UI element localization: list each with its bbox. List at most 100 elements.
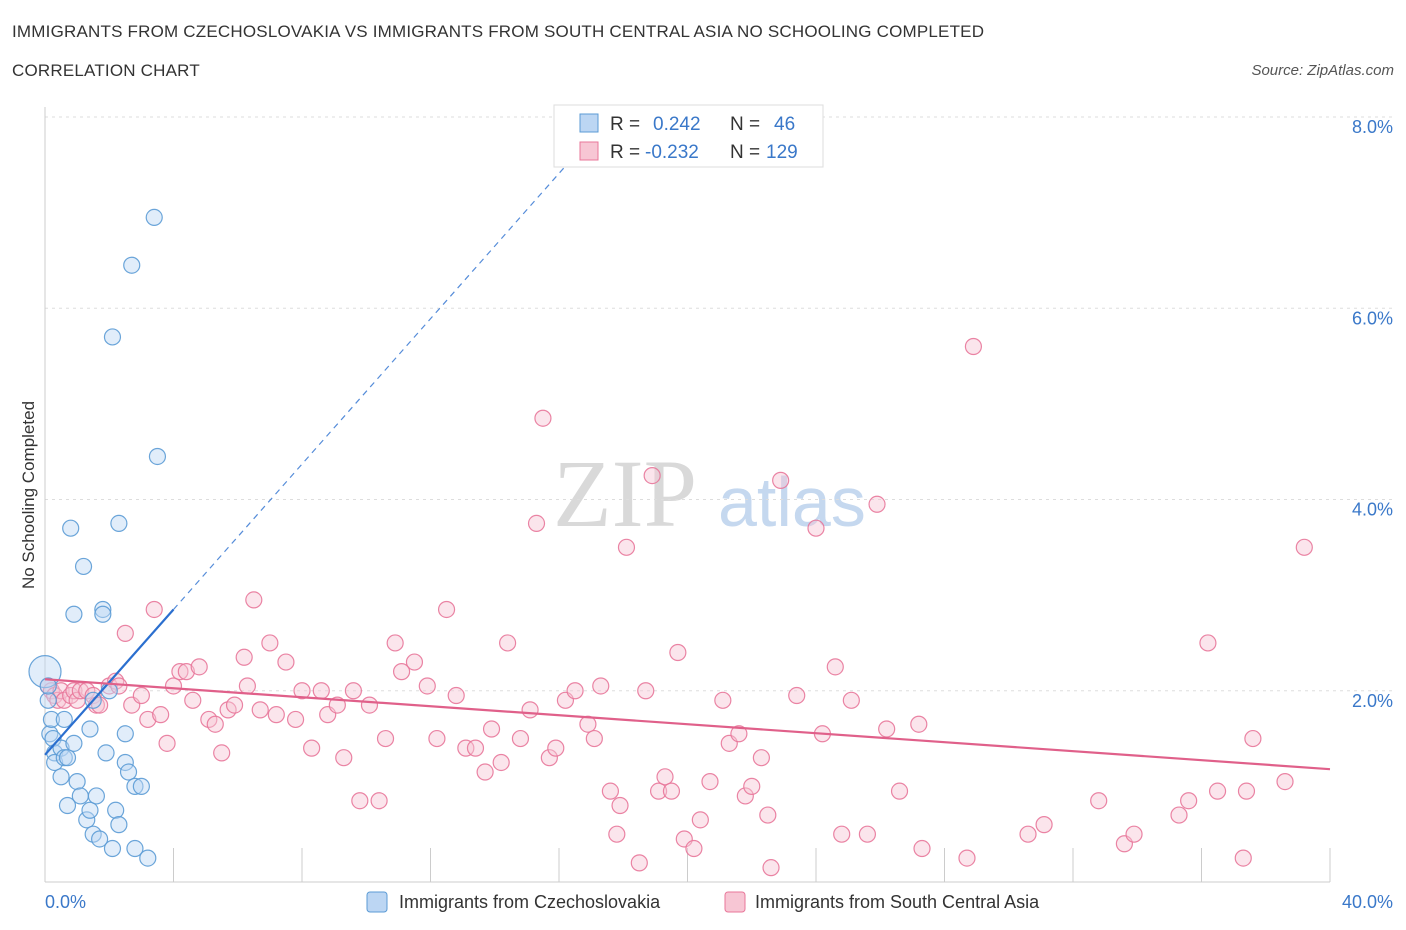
watermark-atlas: atlas — [718, 463, 866, 541]
pink-point-61 — [466, 739, 485, 757]
pink-point-97 — [752, 749, 770, 767]
pink-point-128 — [1295, 538, 1313, 556]
pink-point-69 — [534, 409, 552, 427]
series-legend: Immigrants from Czechoslovakia Immigrant… — [366, 891, 1040, 913]
pink-point-64 — [492, 753, 510, 772]
blue-point-4 — [42, 710, 61, 729]
blue-point-34 — [110, 514, 128, 533]
x-tick-label-max: 40.0% — [1342, 892, 1393, 912]
pink-point-107 — [858, 825, 877, 843]
blue-point-3 — [41, 725, 59, 743]
pink-point-50 — [360, 696, 379, 714]
pink-trend-line — [44, 678, 1331, 771]
watermark-zip: ZIP — [553, 440, 697, 547]
blue-point-10 — [55, 710, 73, 729]
pink-point-108 — [868, 495, 886, 513]
pink-point-17 — [116, 624, 134, 642]
blue-point-45 — [148, 447, 167, 466]
trend-lines — [44, 154, 1331, 771]
pink-point-26 — [177, 663, 195, 681]
blue-point-29 — [97, 744, 115, 762]
pink-point-104 — [826, 658, 844, 676]
pink-point-52 — [376, 729, 395, 748]
series-south-central-asia — [39, 337, 1313, 877]
pink-point-39 — [267, 706, 285, 724]
legend-swatch-blue — [579, 113, 599, 133]
pink-point-102 — [807, 519, 825, 537]
pink-point-75 — [585, 729, 603, 748]
blue-point-31 — [103, 839, 122, 858]
pink-point-65 — [499, 634, 517, 652]
blue-point-38 — [119, 763, 138, 781]
pink-point-98 — [759, 806, 777, 824]
pink-point-41 — [286, 710, 305, 729]
pink-point-81 — [630, 854, 648, 872]
blue-point-16 — [65, 605, 83, 623]
pink-point-101 — [788, 686, 806, 705]
pink-point-120 — [1170, 806, 1188, 824]
pink-point-68 — [527, 514, 546, 533]
chart-title: IMMIGRANTS FROM CZECHOSLOVAKIA VS IMMIGR… — [12, 22, 985, 41]
blue-point-2 — [39, 677, 57, 695]
pink-point-86 — [662, 782, 681, 800]
pink-point-100 — [772, 471, 790, 489]
pink-point-73 — [566, 682, 584, 700]
pink-point-22 — [152, 706, 170, 724]
pink-point-127 — [1276, 772, 1294, 791]
pink-point-59 — [447, 686, 465, 705]
blue-point-40 — [126, 839, 144, 858]
pink-point-21 — [145, 600, 163, 619]
pink-point-94 — [730, 725, 748, 743]
pink-point-92 — [714, 691, 732, 709]
pink-point-83 — [643, 466, 661, 485]
pink-point-76 — [592, 677, 610, 695]
source-label: Source: ZipAtlas.com — [1251, 62, 1394, 79]
legend-r-value-1: 0.242 — [653, 114, 701, 135]
pink-point-123 — [1208, 782, 1227, 800]
legend-box — [553, 104, 824, 168]
blue-point-33 — [107, 801, 125, 819]
blue-point-13 — [58, 749, 77, 767]
legend-r-label-1: R = — [610, 114, 640, 135]
pink-point-25 — [171, 663, 189, 681]
pink-point-67 — [521, 701, 539, 719]
pink-point-24 — [164, 677, 183, 695]
pink-point-99 — [762, 859, 780, 877]
blue-point-26 — [91, 830, 109, 848]
pink-point-27 — [184, 691, 202, 709]
blue-point-25 — [87, 787, 106, 805]
pink-point-111 — [910, 715, 928, 733]
correlation-legend: R = 0.242 N = 46 R = -0.232 N = 129 — [553, 104, 824, 168]
pink-point-30 — [206, 715, 224, 733]
pink-point-80 — [617, 538, 636, 556]
blue-point-39 — [123, 256, 141, 274]
pink-point-115 — [1019, 825, 1037, 843]
pink-point-126 — [1244, 729, 1262, 748]
pink-point-77 — [601, 782, 620, 800]
pink-point-78 — [608, 825, 626, 843]
pink-point-84 — [649, 782, 668, 800]
pink-point-35 — [238, 677, 256, 695]
pink-point-53 — [386, 634, 404, 652]
pink-point-96 — [743, 777, 761, 795]
blue-point-27 — [94, 600, 112, 619]
pink-point-56 — [418, 677, 436, 695]
pink-point-113 — [958, 849, 976, 867]
blue-point-32 — [103, 328, 122, 346]
watermark: ZIP atlas — [553, 440, 866, 547]
blue-point-22 — [81, 720, 99, 738]
pink-point-91 — [701, 772, 719, 791]
pink-point-124 — [1234, 849, 1252, 867]
legend-r-value-2: -0.232 — [645, 142, 699, 163]
blue-point-28 — [94, 605, 112, 623]
pink-point-31 — [213, 744, 231, 762]
bottom-legend-label-1: Immigrants from Czechoslovakia — [399, 892, 661, 912]
pink-point-62 — [476, 763, 494, 781]
legend-n-value-1: 46 — [774, 114, 795, 135]
legend-n-label-2: N = — [730, 142, 760, 163]
pink-point-106 — [842, 691, 860, 709]
pink-point-105 — [833, 825, 851, 843]
pink-point-121 — [1180, 792, 1198, 810]
blue-point-17 — [68, 772, 86, 791]
